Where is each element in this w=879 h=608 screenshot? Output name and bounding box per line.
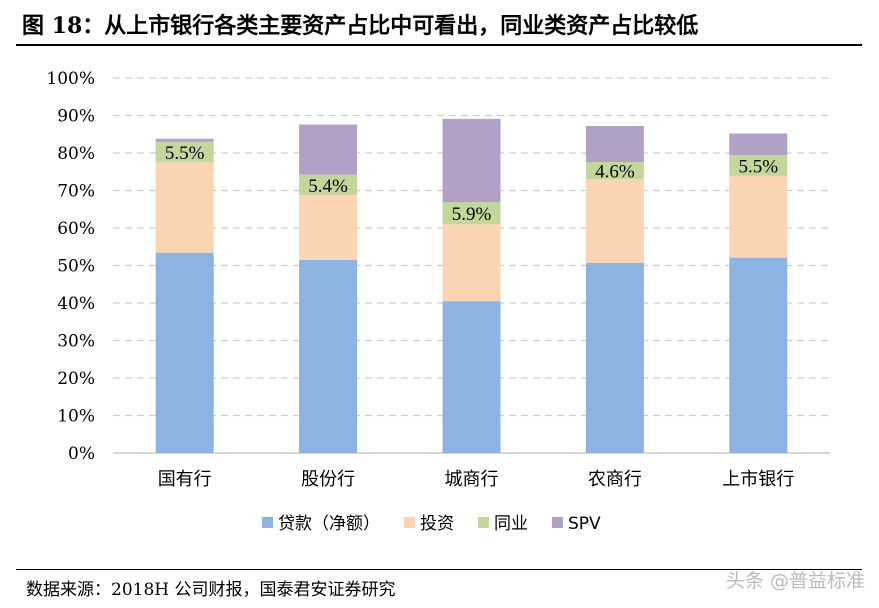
y-tick-label: 10% — [57, 407, 95, 427]
x-tick-label: 农商行 — [588, 469, 642, 490]
legend-label: 投资 — [420, 514, 454, 534]
legend-label: 同业 — [494, 514, 528, 534]
bar-segment — [299, 195, 358, 260]
x-tick-label: 上市银行 — [722, 469, 794, 490]
bar-segment — [729, 133, 788, 156]
watermark: 头条 @普益标准 — [725, 570, 865, 592]
bar-segment — [585, 262, 644, 453]
bar-segment — [729, 175, 788, 258]
data-label: 5.5% — [739, 157, 779, 178]
y-tick-label: 60% — [57, 219, 95, 239]
y-tick-label: 80% — [57, 144, 95, 164]
bar-segment — [585, 179, 644, 263]
bar-segment — [442, 224, 501, 302]
bar-segment — [585, 162, 644, 180]
bar-segment — [729, 155, 788, 176]
x-tick-label: 城商行 — [445, 469, 499, 490]
y-tick-label: 0% — [68, 444, 95, 464]
data-label: 5.9% — [452, 204, 492, 225]
data-label: 5.4% — [308, 176, 348, 197]
y-tick-label: 90% — [57, 107, 95, 127]
data-label: 4.6% — [595, 162, 635, 183]
y-tick-label: 100% — [46, 69, 95, 89]
bar-segment — [155, 138, 214, 142]
stacked-bar-chart: 0% 10% 20% 30% 40% 50% 60% 70% 80% 90% 100% 5.5% 国有行… — [46, 69, 830, 534]
bar-segment — [155, 162, 214, 253]
y-tick-label: 30% — [57, 332, 95, 352]
legend-label: SPV — [568, 514, 601, 534]
y-tick-label: 20% — [57, 369, 95, 389]
bar-segment — [155, 252, 214, 453]
bar-segment — [442, 118, 501, 203]
x-tick-label: 股份行 — [301, 469, 355, 490]
title-rule — [16, 44, 862, 46]
y-tick-label: 40% — [57, 294, 95, 314]
bar-segment — [299, 124, 358, 175]
bar-segment — [155, 141, 214, 163]
legend-swatch — [262, 517, 273, 528]
bar-segment — [442, 301, 501, 453]
y-tick-label: 50% — [57, 257, 95, 277]
legend-swatch — [478, 517, 489, 528]
legend-swatch — [552, 517, 563, 528]
chart-title: 图 18：从上市银行各类主要资产占比中可看出，同业类资产占比较低 — [22, 13, 699, 39]
legend-label: 贷款（净额） — [278, 514, 380, 534]
y-tick-label: 70% — [57, 182, 95, 202]
bar-segment — [299, 174, 358, 195]
data-label: 5.5% — [165, 143, 205, 164]
bar-segment — [585, 126, 644, 162]
source-note: 数据来源：2018H 公司财报，国泰君安证券研究 — [26, 580, 396, 600]
footer-rule — [16, 569, 862, 570]
bar-segment — [729, 257, 788, 453]
bar-segment — [299, 259, 358, 453]
legend-swatch — [404, 517, 415, 528]
x-tick-label: 国有行 — [158, 469, 212, 490]
bar-segment — [442, 202, 501, 225]
